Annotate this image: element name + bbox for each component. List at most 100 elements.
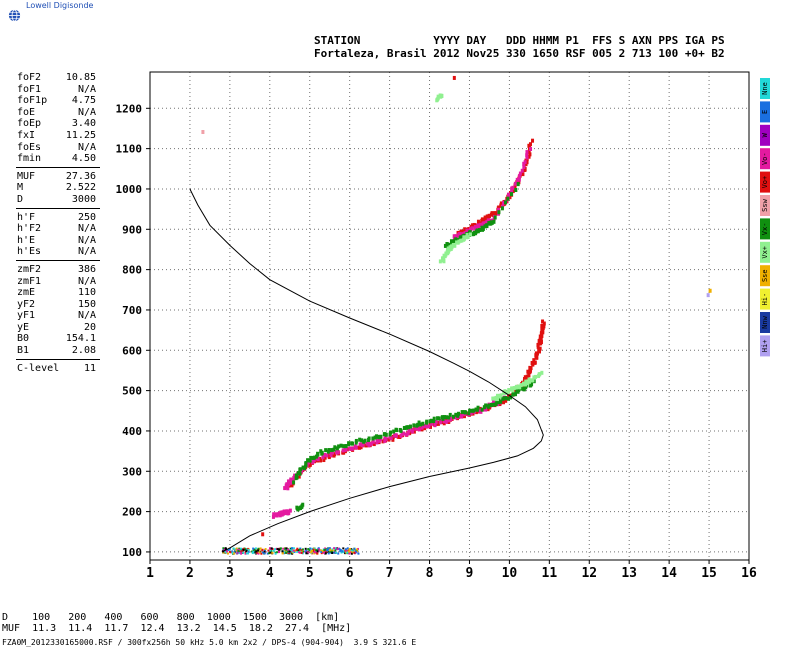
legend-label: Nne bbox=[761, 82, 769, 95]
echo-trace-point bbox=[438, 419, 442, 424]
echo-trace-point bbox=[501, 200, 505, 205]
es-echo-point bbox=[310, 551, 313, 554]
es-echo-point bbox=[257, 552, 260, 555]
es-echo-point bbox=[252, 549, 255, 552]
echo-trace-point bbox=[472, 408, 476, 413]
echo-trace-point bbox=[400, 432, 404, 437]
echo-trace-point bbox=[319, 449, 323, 454]
echo-trace-point bbox=[516, 182, 520, 187]
x-tick-label: 7 bbox=[386, 566, 394, 581]
es-echo-point bbox=[253, 551, 256, 554]
echo-trace-point bbox=[316, 457, 320, 462]
es-echo-point bbox=[339, 550, 342, 553]
echo-trace-point bbox=[434, 420, 438, 425]
echo-trace-point bbox=[462, 236, 466, 241]
echo-trace-point bbox=[422, 424, 426, 429]
echo-trace-point bbox=[342, 444, 346, 449]
echo-trace-point bbox=[486, 407, 490, 412]
param-row: M 2.522 bbox=[2, 182, 98, 194]
echo-trace-point bbox=[460, 410, 464, 415]
echo-trace-point bbox=[538, 346, 542, 351]
param-label: h'Es bbox=[17, 246, 42, 258]
x-tick-label: 1 bbox=[146, 566, 154, 581]
param-row: h'F2 N/A bbox=[2, 223, 98, 235]
echo-trace-point bbox=[452, 234, 456, 239]
es-echo-point bbox=[314, 551, 317, 554]
echo-trace-point bbox=[389, 430, 393, 435]
echo-trace-point bbox=[482, 407, 486, 412]
x-tick-label: 6 bbox=[346, 566, 354, 581]
echo-trace-point bbox=[485, 224, 489, 229]
es-echo-point bbox=[237, 549, 240, 552]
echo-trace-point bbox=[460, 229, 464, 234]
echo-trace-point bbox=[456, 413, 460, 418]
echo-trace-point bbox=[201, 130, 205, 135]
param-label: yF1 bbox=[17, 310, 36, 322]
legend-swatch bbox=[760, 124, 770, 146]
legend-label: Vo+ bbox=[761, 176, 769, 189]
es-echo-point bbox=[247, 552, 250, 555]
echo-trace-point bbox=[406, 431, 410, 436]
es-echo-point bbox=[313, 547, 316, 550]
echo-trace-point bbox=[491, 396, 495, 401]
echo-trace-point bbox=[396, 434, 400, 439]
param-value: N/A bbox=[77, 223, 96, 235]
es-echo-point bbox=[304, 547, 307, 550]
es-echo-point bbox=[322, 551, 325, 554]
param-value: 2.08 bbox=[71, 345, 96, 357]
param-value: 250 bbox=[77, 211, 96, 223]
param-value: N/A bbox=[77, 83, 96, 95]
es-echo-point bbox=[344, 552, 347, 555]
es-echo-point bbox=[330, 550, 333, 553]
es-echo-point bbox=[305, 552, 308, 555]
echo-trace-point bbox=[447, 415, 451, 420]
echo-trace-point bbox=[473, 224, 477, 229]
param-value: 386 bbox=[77, 263, 96, 275]
echo-trace-point bbox=[511, 185, 515, 190]
header-labels: STATION YYYY DAY DDD HHMM P1 FFS S AXN P… bbox=[314, 34, 725, 47]
x-tick-label: 5 bbox=[306, 566, 314, 581]
echo-trace-point bbox=[529, 366, 533, 371]
es-echo-point bbox=[274, 552, 277, 555]
es-echo-point bbox=[353, 551, 356, 554]
es-echo-point bbox=[271, 551, 274, 554]
echo-trace-point bbox=[474, 410, 478, 415]
echo-trace-point bbox=[279, 510, 283, 515]
echo-trace-point bbox=[492, 400, 496, 405]
echo-trace-point bbox=[306, 458, 310, 463]
es-echo-point bbox=[331, 549, 334, 552]
echo-trace-point bbox=[369, 441, 373, 446]
echo-trace-point bbox=[297, 506, 301, 511]
es-echo-point bbox=[258, 551, 261, 554]
param-row: fmin 4.50 bbox=[2, 153, 98, 165]
es-echo-point bbox=[281, 550, 284, 553]
echo-trace-point bbox=[309, 455, 313, 460]
es-echo-point bbox=[226, 549, 229, 552]
echo-trace-point bbox=[339, 443, 343, 448]
echo-trace-point bbox=[451, 239, 455, 244]
echo-trace-point bbox=[487, 213, 491, 218]
es-echo-point bbox=[316, 550, 319, 553]
param-value: 2.522 bbox=[65, 182, 96, 194]
file-info-footer: FZA0M_2012330165000.RSF / 300fx256h 50 k… bbox=[2, 638, 417, 647]
globe-icon bbox=[8, 9, 21, 22]
x-tick-label: 2 bbox=[186, 566, 194, 581]
echo-trace-point bbox=[506, 196, 510, 201]
echo-trace-point bbox=[495, 399, 499, 404]
es-echo-point bbox=[355, 548, 358, 551]
es-echo-point bbox=[269, 551, 272, 554]
param-label: B0 bbox=[17, 333, 30, 345]
es-echo-point bbox=[260, 552, 263, 555]
es-echo-point bbox=[278, 548, 281, 551]
echo-trace-point bbox=[289, 480, 293, 485]
echo-trace-point bbox=[387, 437, 391, 442]
echo-trace-point bbox=[308, 462, 312, 467]
echo-trace-point bbox=[351, 446, 355, 451]
echo-trace-point bbox=[423, 426, 427, 431]
echo-trace-point bbox=[500, 206, 504, 211]
legend-swatch bbox=[760, 288, 770, 310]
echo-trace-point bbox=[508, 195, 512, 200]
param-label: yF2 bbox=[17, 298, 36, 310]
echo-trace-point bbox=[481, 221, 485, 226]
echo-trace-point bbox=[367, 440, 371, 445]
